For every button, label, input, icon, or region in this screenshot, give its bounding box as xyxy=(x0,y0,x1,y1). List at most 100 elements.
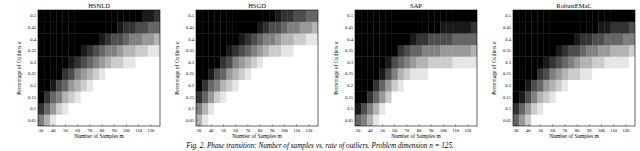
heatmap-cell xyxy=(208,10,214,22)
heatmap-cell xyxy=(386,103,392,115)
heatmap-cell xyxy=(208,103,214,115)
y-tick-label: 0.45 xyxy=(503,25,512,30)
heatmap-cell xyxy=(220,68,226,80)
heatmap-cell xyxy=(196,10,202,22)
heatmap-cell xyxy=(519,68,525,80)
panel-title: RobustEMaC xyxy=(556,2,591,9)
heatmap-cell xyxy=(392,45,398,57)
heatmap-cell xyxy=(392,22,398,34)
y-tick-label: 0.2 xyxy=(188,83,194,88)
y-tick-label: 0.15 xyxy=(186,95,195,100)
heatmap-cell xyxy=(208,33,214,45)
heatmap-cell xyxy=(617,80,623,92)
x-tick xyxy=(260,125,261,127)
heatmap-cell xyxy=(568,45,574,57)
heatmap-cell xyxy=(117,45,123,57)
heatmap-cell xyxy=(56,22,62,34)
heatmap-cell xyxy=(428,22,434,34)
heatmap-cell xyxy=(434,45,440,57)
heatmap-cell xyxy=(111,114,117,126)
heatmap-cell xyxy=(300,45,306,57)
x-tick xyxy=(552,125,553,127)
heatmap-cell xyxy=(38,45,44,57)
y-tick xyxy=(38,39,40,40)
y-tick-label: 0.15 xyxy=(503,95,512,100)
x-tick xyxy=(284,125,285,127)
heatmap-cell xyxy=(513,114,519,126)
heatmap-cell xyxy=(410,91,416,103)
y-tick-label: 0.4 xyxy=(30,37,36,42)
heatmap-cell xyxy=(519,56,525,68)
heatmap-cell xyxy=(44,114,50,126)
y-tick xyxy=(513,120,515,121)
heatmap-cell xyxy=(105,103,111,115)
heatmap-cell xyxy=(574,33,580,45)
heatmap-cell xyxy=(251,114,257,126)
heatmap-cell xyxy=(123,22,129,34)
heatmap-cell xyxy=(142,56,148,68)
heatmap-cell xyxy=(422,56,428,68)
heatmap-cell xyxy=(312,91,318,103)
heatmap-cell xyxy=(598,45,604,57)
heatmap-cell xyxy=(227,103,233,115)
heatmap-cell xyxy=(556,33,562,45)
y-tick xyxy=(355,15,357,16)
heatmap-cell xyxy=(465,80,471,92)
heatmap-cell xyxy=(513,80,519,92)
heatmap-cell xyxy=(117,68,123,80)
heatmap-cell xyxy=(294,91,300,103)
heatmap-cell xyxy=(75,33,81,45)
heatmap-cell xyxy=(617,22,623,34)
heatmap-cell xyxy=(105,114,111,126)
heatmap-cell xyxy=(154,22,160,34)
heatmap-cell xyxy=(428,91,434,103)
heatmap-cell xyxy=(465,45,471,57)
heatmap-cell xyxy=(623,114,629,126)
heatmap-cell xyxy=(355,103,361,115)
heatmap-cell xyxy=(251,68,257,80)
heatmap-cell xyxy=(202,114,208,126)
y-tick xyxy=(355,108,357,109)
heatmap-cell xyxy=(263,80,269,92)
heatmap-cell xyxy=(81,103,87,115)
heatmap-cell xyxy=(525,80,531,92)
heatmap-cell xyxy=(434,80,440,92)
x-tick-label: 120 xyxy=(147,128,155,133)
heatmap-cell xyxy=(251,10,257,22)
y-tick-label: 0.5 xyxy=(505,13,511,18)
heatmap-cell xyxy=(239,45,245,57)
heatmap-cell xyxy=(288,22,294,34)
y-tick-label: 0.35 xyxy=(186,48,195,53)
heatmap-cell xyxy=(544,91,550,103)
heatmap-cell xyxy=(453,45,459,57)
heatmap-cell xyxy=(269,103,275,115)
heatmap-cell xyxy=(220,91,226,103)
heatmap-cell xyxy=(598,91,604,103)
heatmap-cell xyxy=(404,114,410,126)
heatmap-cell xyxy=(361,80,367,92)
heatmap-cell xyxy=(294,56,300,68)
heatmap-cell xyxy=(233,45,239,57)
heatmap-cell xyxy=(422,10,428,22)
heatmap-cell xyxy=(440,68,446,80)
x-tick xyxy=(308,125,309,127)
heatmap-cell xyxy=(398,33,404,45)
x-tick-label: 100 xyxy=(281,128,289,133)
heatmap-cell xyxy=(142,80,148,92)
heatmap-cell xyxy=(312,33,318,45)
heatmap-cell xyxy=(214,68,220,80)
heatmap-cell xyxy=(367,114,373,126)
heatmap-cell xyxy=(87,56,93,68)
heatmap-cell xyxy=(367,56,373,68)
heatmap-cell xyxy=(227,114,233,126)
heatmap-cell xyxy=(398,22,404,34)
heatmap-cell xyxy=(623,80,629,92)
heatmap-cell xyxy=(154,10,160,22)
heatmap-cell xyxy=(87,91,93,103)
heatmap-cell xyxy=(251,33,257,45)
heatmap-cell xyxy=(392,103,398,115)
heatmap-cell xyxy=(62,10,68,22)
heatmap-cell xyxy=(233,114,239,126)
heatmap-cell xyxy=(263,114,269,126)
heatmap-cell xyxy=(220,114,226,126)
